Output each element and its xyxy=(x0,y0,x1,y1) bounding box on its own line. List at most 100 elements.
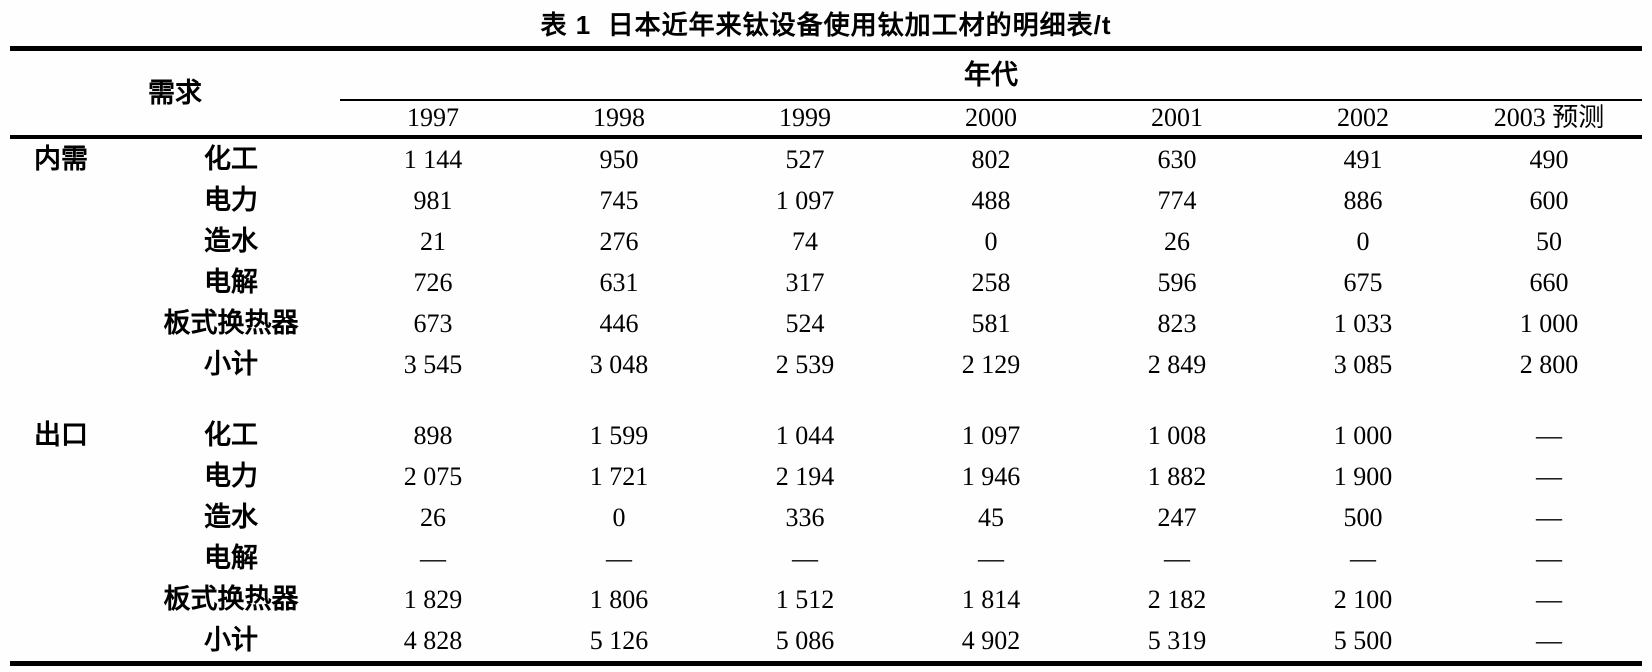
value-cell: — xyxy=(1350,543,1376,573)
value-cell: 745 xyxy=(599,185,639,215)
value-cell: 247 xyxy=(1157,502,1197,532)
table-row: 板式换热器 673 446 524 581 823 1 033 1 000 xyxy=(10,303,1642,344)
value-cell: 2 800 xyxy=(1519,349,1579,379)
value-cell: — xyxy=(1536,461,1562,491)
value-cell: 886 xyxy=(1343,185,1383,215)
section-gap xyxy=(10,385,1642,415)
value-cell: 1 008 xyxy=(1147,420,1207,450)
value-cell: 527 xyxy=(785,144,825,174)
value-cell: 45 xyxy=(978,502,1004,532)
year-header-1998: 1998 xyxy=(526,100,712,139)
value-cell: 898 xyxy=(413,420,453,450)
table-header: 需求 年代 1997 1998 1999 2000 2001 2002 2003… xyxy=(10,48,1642,139)
value-cell: 74 xyxy=(792,226,818,256)
value-cell: 5 319 xyxy=(1147,625,1207,655)
value-cell: 660 xyxy=(1529,267,1569,297)
value-cell: 600 xyxy=(1529,185,1569,215)
table-row: 造水 21 276 74 0 26 0 50 xyxy=(10,221,1642,262)
value-cell: 1 033 xyxy=(1333,308,1393,338)
value-cell: 802 xyxy=(971,144,1011,174)
value-cell: 1 900 xyxy=(1333,461,1393,491)
era-header-cell: 年代 xyxy=(340,48,1642,101)
table-body: 内需 化工 1 144 950 527 802 630 491 490 电力 981 745 1 097… xyxy=(10,137,1642,664)
year-header-2000: 2000 xyxy=(898,100,1084,139)
value-cell: 488 xyxy=(971,185,1011,215)
value-cell: 630 xyxy=(1157,144,1197,174)
value-cell: 1 144 xyxy=(403,144,463,174)
category-cell: 化工 xyxy=(204,144,258,174)
category-cell: 小计 xyxy=(204,625,258,655)
section-label-cell xyxy=(10,344,122,385)
table-row: 电解 726 631 317 258 596 675 660 xyxy=(10,262,1642,303)
value-cell: — xyxy=(792,543,818,573)
value-cell: 3 048 xyxy=(589,349,649,379)
value-cell: — xyxy=(978,543,1004,573)
value-cell: 2 100 xyxy=(1333,584,1393,614)
section-label-cell xyxy=(10,180,122,221)
category-cell: 化工 xyxy=(204,420,258,450)
value-cell: 1 000 xyxy=(1519,308,1579,338)
category-cell: 电力 xyxy=(204,185,258,215)
category-cell: 电力 xyxy=(204,461,258,491)
value-cell: 581 xyxy=(971,308,1011,338)
section-label-cell xyxy=(10,221,122,262)
value-cell: 276 xyxy=(599,226,639,256)
value-cell: 3 545 xyxy=(403,349,463,379)
value-cell: 1 000 xyxy=(1333,420,1393,450)
value-cell: 0 xyxy=(1356,226,1370,256)
value-cell: 336 xyxy=(785,502,825,532)
value-cell: 0 xyxy=(984,226,998,256)
table-row: 电力 2 075 1 721 2 194 1 946 1 882 1 900 — xyxy=(10,456,1642,497)
category-cell: 造水 xyxy=(204,226,258,256)
table-row: 小计 3 545 3 048 2 539 2 129 2 849 3 085 2 800 xyxy=(10,344,1642,385)
value-cell: — xyxy=(1536,502,1562,532)
value-cell: 1 721 xyxy=(589,461,649,491)
value-cell: 1 044 xyxy=(775,420,835,450)
value-cell: 596 xyxy=(1157,267,1197,297)
table-row: 电解 — — — — — — — xyxy=(10,538,1642,579)
value-cell: 26 xyxy=(1164,226,1190,256)
value-cell: 5 500 xyxy=(1333,625,1393,655)
value-cell: 26 xyxy=(420,502,446,532)
value-cell: 2 849 xyxy=(1147,349,1207,379)
section-label-cell xyxy=(10,579,122,620)
value-cell: 673 xyxy=(413,308,453,338)
year-header-row: 1997 1998 1999 2000 2001 2002 2003 预测 xyxy=(10,100,1642,139)
section-label-cell xyxy=(10,620,122,664)
value-cell: — xyxy=(1536,543,1562,573)
value-cell: 1 882 xyxy=(1147,461,1207,491)
value-cell: 2 539 xyxy=(775,349,835,379)
value-cell: — xyxy=(420,543,446,573)
section-label-cell xyxy=(10,262,122,303)
table-title: 表 1 日本近年来钛设备使用钛加工材的明细表/t xyxy=(540,10,1112,40)
table-row: 板式换热器 1 829 1 806 1 512 1 814 2 182 2 100 — xyxy=(10,579,1642,620)
table-row: 造水 26 0 336 45 247 500 — xyxy=(10,497,1642,538)
value-cell: — xyxy=(1536,420,1562,450)
value-cell: 446 xyxy=(599,308,639,338)
section-label-cell xyxy=(10,538,122,579)
value-cell: 631 xyxy=(599,267,639,297)
value-cell: 2 182 xyxy=(1147,584,1207,614)
value-cell: 1 512 xyxy=(775,584,835,614)
value-cell: 1 814 xyxy=(961,584,1021,614)
value-cell: 1 097 xyxy=(961,420,1021,450)
value-cell: — xyxy=(1536,625,1562,655)
header-row-top: 需求 年代 xyxy=(10,48,1642,139)
value-cell: — xyxy=(1164,543,1190,573)
table-row: 小计 4 828 5 126 5 086 4 902 5 319 5 500 — xyxy=(10,620,1642,664)
value-cell: 4 828 xyxy=(403,625,463,655)
value-cell: 1 097 xyxy=(775,185,835,215)
value-cell: 675 xyxy=(1343,267,1383,297)
category-cell: 小计 xyxy=(204,349,258,379)
value-cell: — xyxy=(1536,584,1562,614)
value-cell: — xyxy=(606,543,632,573)
value-cell: 1 599 xyxy=(589,420,649,450)
value-cell: 823 xyxy=(1157,308,1197,338)
value-cell: 5 126 xyxy=(589,625,649,655)
value-cell: 2 075 xyxy=(403,461,463,491)
table-row: 出口 化工 898 1 599 1 044 1 097 1 008 1 000 — xyxy=(10,415,1642,456)
value-cell: 500 xyxy=(1343,502,1383,532)
table-row: 内需 化工 1 144 950 527 802 630 491 490 xyxy=(10,137,1642,180)
value-cell: 258 xyxy=(971,267,1011,297)
